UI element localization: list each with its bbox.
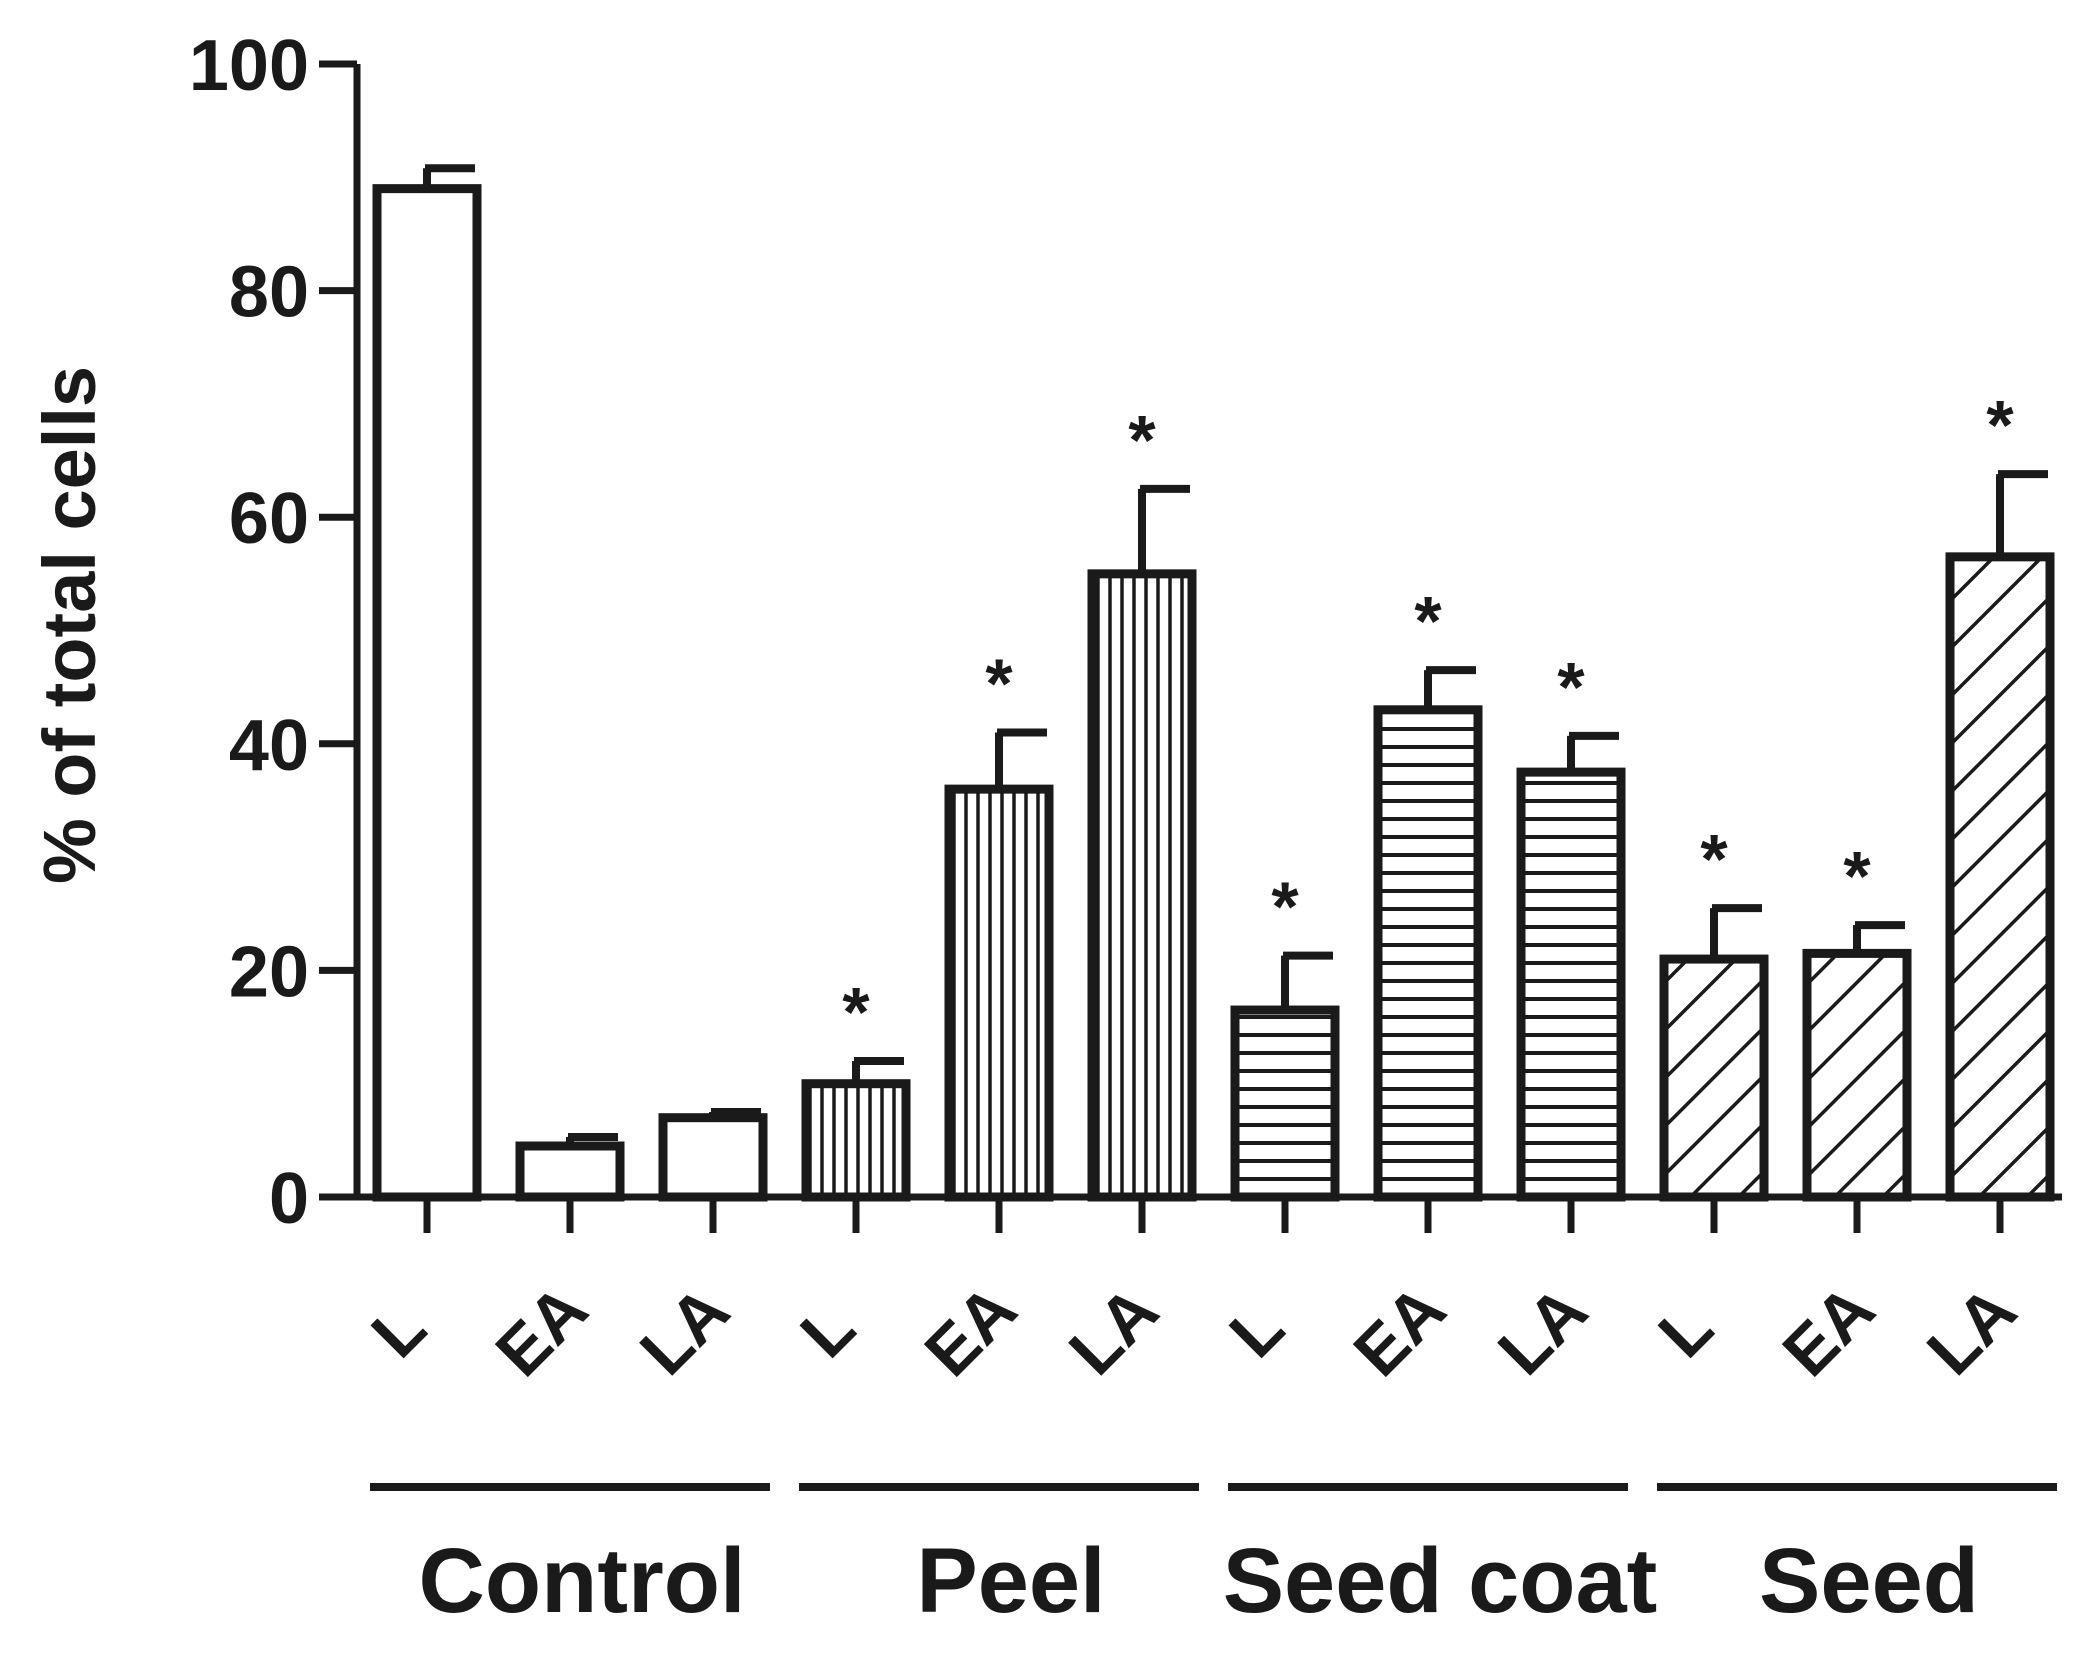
- significance-star: *: [842, 973, 870, 1051]
- significance-star: *: [1414, 582, 1442, 660]
- significance-star: *: [1557, 648, 1585, 726]
- y-tick-label: 0: [269, 1159, 309, 1239]
- x-category-label: EA: [1339, 1270, 1460, 1391]
- y-axis-label: % of total cells: [28, 366, 111, 884]
- bar-seed-la: [1945, 552, 2055, 1202]
- x-category-label: LA: [1055, 1272, 1173, 1390]
- group-label: Seed: [1759, 1530, 1979, 1632]
- y-tick-label: 100: [189, 26, 309, 106]
- axis-layer: 0 20 40 60 80 100: [189, 26, 2062, 1239]
- bar-seed-coat-la: [1516, 767, 1626, 1202]
- bar-control-l: [372, 184, 482, 1202]
- bar-control-la: [658, 1113, 768, 1202]
- bar-peel-ea: [944, 784, 1054, 1202]
- x-category-label: LA: [1484, 1272, 1602, 1390]
- x-category-label: EA: [1768, 1270, 1889, 1391]
- bar-peel-l: [801, 1079, 911, 1202]
- group-label: Peel: [916, 1530, 1105, 1632]
- x-category-label: EA: [481, 1270, 602, 1391]
- significance-star: *: [1271, 868, 1299, 946]
- significance-star: *: [985, 644, 1013, 722]
- x-category-label: LA: [626, 1272, 744, 1390]
- bar-seed-coat-l: [1230, 1005, 1340, 1202]
- x-category-label: EA: [910, 1270, 1031, 1391]
- x-category-label: L: [1644, 1289, 1727, 1372]
- bar-peel-la: [1087, 569, 1197, 1202]
- y-tick-label: 40: [229, 706, 309, 786]
- group-label: Control: [418, 1530, 745, 1632]
- x-category-label: L: [357, 1289, 440, 1372]
- significance-star: *: [1843, 837, 1871, 915]
- bar-seed-ea: [1802, 948, 1912, 1202]
- y-tick-label: 20: [229, 932, 309, 1012]
- y-tick-label: 80: [229, 253, 309, 333]
- bar-seed-coat-ea: [1373, 705, 1483, 1202]
- y-tick-label: 60: [229, 479, 309, 559]
- bar-control-ea: [515, 1141, 625, 1202]
- significance-star: *: [1986, 386, 2014, 464]
- x-category-label: L: [786, 1289, 869, 1372]
- significance-star: *: [1128, 401, 1156, 479]
- bar-seed-l: [1659, 954, 1769, 1202]
- significance-star: *: [1700, 820, 1728, 898]
- group-label: Seed coat: [1223, 1530, 1658, 1632]
- x-category-label: L: [1215, 1289, 1298, 1372]
- bar-layer: [372, 164, 2055, 1202]
- x-category-label: LA: [1913, 1272, 2031, 1390]
